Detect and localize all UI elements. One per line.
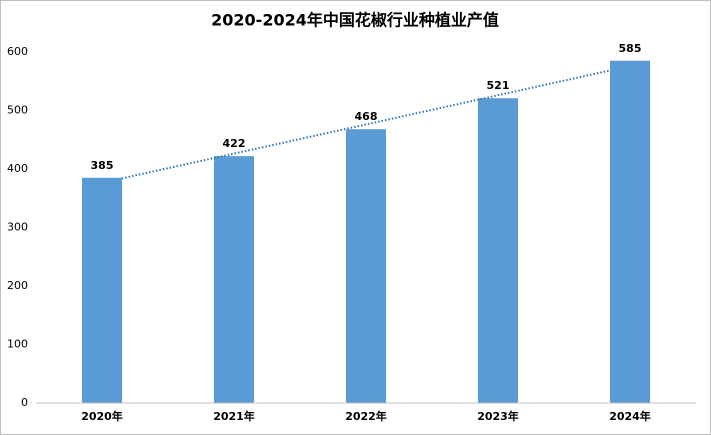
chart-title: 2020-2024年中国花椒行业种植业产值 [211,11,499,30]
x-tick-label: 2021年 [213,409,255,423]
bar [82,177,122,403]
data-label: 468 [355,110,378,123]
data-label: 422 [223,137,246,150]
bar [214,156,254,403]
y-tick-label: 100 [7,338,28,351]
bar [346,129,386,403]
trendline [121,69,611,180]
y-tick-label: 200 [7,279,28,292]
data-label: 385 [91,159,114,172]
x-tick-label: 2023年 [477,409,519,423]
y-tick-label: 600 [7,45,28,58]
bar [478,98,518,403]
y-tick-label: 400 [7,162,28,175]
y-tick-label: 500 [7,104,28,117]
y-tick-label: 300 [7,221,28,234]
y-tick-label: 0 [21,396,28,409]
x-tick-label: 2022年 [345,409,387,423]
data-label: 521 [487,79,510,92]
x-tick-label: 2024年 [609,409,651,423]
x-tick-label: 2020年 [81,409,123,423]
data-label: 585 [619,42,642,55]
bar [610,60,650,404]
